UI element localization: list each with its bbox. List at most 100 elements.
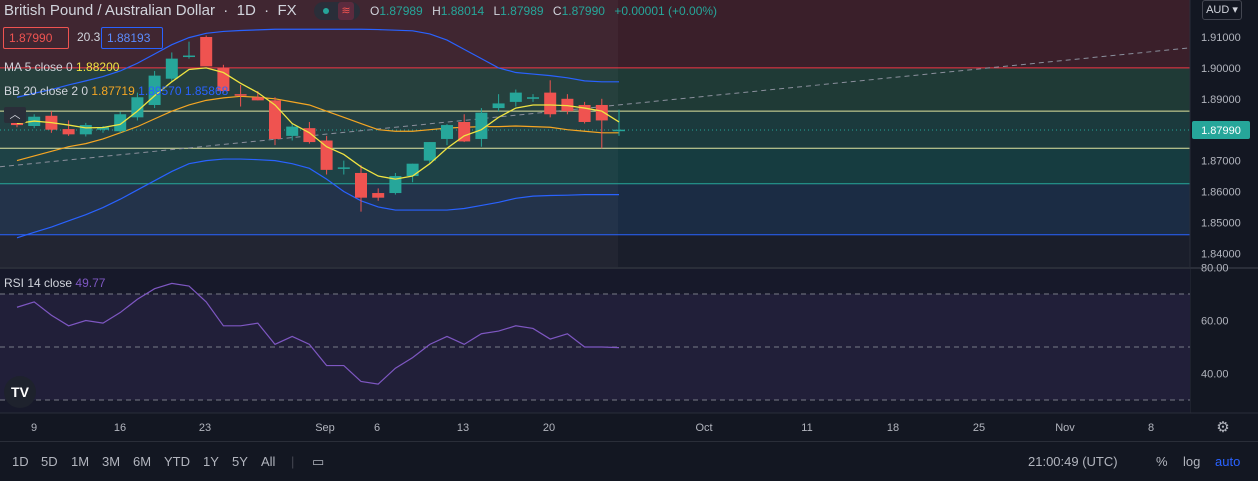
bb-basis-line[interactable] (16, 95, 619, 162)
price-axis[interactable] (1190, 0, 1258, 441)
market-open-icon (323, 8, 329, 14)
time-tick-label: 11 (801, 422, 812, 434)
price-tick-label: 1.86000 (1201, 187, 1241, 199)
timeframe-1m[interactable]: 1M (71, 454, 90, 469)
ohlc-open-key: O (370, 4, 380, 18)
candle-body[interactable] (97, 127, 109, 130)
time-axis[interactable] (0, 413, 1258, 441)
candle-body[interactable] (544, 92, 557, 115)
bb-basis-value: 1.87719 (91, 84, 135, 98)
candle-body[interactable] (183, 55, 195, 58)
timeframe-5d[interactable]: 5D (41, 454, 58, 469)
candle-body[interactable] (458, 121, 471, 142)
ma-name: MA 5 close 0 (4, 60, 73, 74)
price-tick-label: 1.91000 (1201, 32, 1241, 44)
candle-body[interactable] (114, 114, 127, 132)
candle-body[interactable] (389, 176, 402, 194)
last-price-badge (1192, 121, 1250, 140)
zone-below (0, 234, 1190, 268)
candle-body[interactable] (269, 100, 281, 139)
timeframe-1d[interactable]: 1D (12, 454, 29, 469)
candle-body[interactable] (320, 140, 333, 170)
time-tick-label: Nov (1055, 422, 1075, 434)
timeframe-1y[interactable]: 1Y (203, 454, 219, 469)
price-tick-label: 1.84000 (1201, 248, 1241, 260)
timeframe-6m[interactable]: 6M (133, 454, 152, 469)
time-tick-label: 6 (374, 422, 380, 434)
candle-body[interactable] (475, 112, 488, 139)
sell-button[interactable]: 1.87990 (3, 27, 69, 49)
chart-canvas[interactable]: 1.910001.900001.890001.880001.870001.860… (0, 0, 1258, 441)
ohlc-high: 1.88014 (440, 4, 485, 18)
ohlc-low: 1.87989 (500, 4, 544, 18)
bb-upper-line[interactable] (16, 28, 619, 98)
candle-body[interactable] (79, 125, 92, 135)
toolbar-divider: | (291, 454, 295, 469)
collapse-legend-button[interactable]: ︿ (4, 107, 26, 123)
timeframe-all[interactable]: All (261, 454, 276, 469)
candle-body[interactable] (165, 58, 178, 79)
rsi-line[interactable] (16, 282, 620, 385)
timeframe-5y[interactable]: 5Y (232, 454, 248, 469)
last-price-label: 1.87990 (1201, 125, 1241, 137)
candle-body[interactable] (372, 193, 385, 198)
symbol-title[interactable]: British Pound / Australian Dollar (4, 2, 215, 19)
candle-body[interactable] (492, 103, 505, 109)
ma5-line[interactable] (16, 67, 620, 180)
trend-line[interactable] (0, 47, 1191, 168)
rsi-legend[interactable]: RSI 14 close 49.77 (4, 276, 105, 290)
percent-toggle[interactable]: % (1156, 454, 1168, 469)
ohlc-high-key: H (432, 4, 441, 18)
candle-body[interactable] (62, 129, 75, 135)
candle-body[interactable] (406, 163, 419, 177)
candle-body[interactable] (131, 97, 144, 118)
clock-time[interactable]: 21:00:49 (UTC) (1028, 454, 1118, 469)
bb-legend[interactable]: BB 20 close 2 0 1.87719 1.89570 1.85868 (4, 84, 228, 98)
price-tick-label: 1.85000 (1201, 217, 1241, 229)
rsi-tick-label: 60.00 (1201, 316, 1229, 328)
candle-body[interactable] (441, 125, 453, 139)
tradingview-logo-icon[interactable]: TV (4, 376, 36, 408)
zone-s1 (0, 148, 1190, 184)
candle-body[interactable] (509, 92, 522, 102)
buy-button[interactable]: 1.88193 (101, 27, 163, 49)
time-tick-label: 23 (199, 422, 211, 434)
bb-lower-line[interactable] (16, 158, 619, 239)
candle-body[interactable] (234, 94, 247, 96)
time-tick-label: 8 (1148, 422, 1154, 434)
currency-selector[interactable]: AUD ▾ (1202, 0, 1242, 20)
timeframe-3m[interactable]: 3M (102, 454, 121, 469)
timeframe-ytd[interactable]: YTD (164, 454, 190, 469)
ohlc-close: 1.87990 (561, 4, 605, 18)
ohlc-close-key: C (552, 4, 562, 18)
zone-s2 (0, 183, 1190, 235)
time-tick-label: Sep (315, 422, 335, 434)
candle-body[interactable] (337, 167, 350, 169)
candle-body[interactable] (286, 126, 299, 136)
time-tick-label: Oct (695, 422, 712, 434)
auto-toggle[interactable]: auto (1215, 454, 1241, 469)
candle-body[interactable] (423, 142, 436, 161)
ohlc-change: +0.00001 (+0.00%) (614, 4, 718, 18)
symbol-header[interactable]: British Pound / Australian Dollar · 1D ·… (4, 2, 297, 19)
candle-body[interactable] (595, 104, 608, 121)
time-tick-label: 25 (973, 422, 985, 434)
time-tick-label: 9 (31, 422, 37, 434)
zone-mid (0, 111, 1190, 149)
price-tick-label: 1.87000 (1201, 156, 1241, 168)
ma-value: 1.88200 (76, 60, 120, 74)
candle-body[interactable] (251, 97, 264, 101)
ma-legend[interactable]: MA 5 close 0 1.88200 (4, 60, 119, 74)
interval-label[interactable]: 1D (236, 2, 256, 19)
rsi-pane (0, 269, 1190, 413)
candle-body[interactable] (200, 37, 213, 67)
bottom-toolbar: 1D 5D 1M 3M 6M YTD 1Y 5Y All | ▭ 21:00:4… (0, 441, 1258, 481)
candle-body[interactable] (613, 129, 625, 132)
log-toggle[interactable]: log (1183, 454, 1201, 469)
bb-upper-value: 1.89570 (138, 84, 182, 98)
candle-body[interactable] (527, 97, 539, 99)
candle-body[interactable] (355, 172, 367, 198)
zone-above-resistance (0, 0, 1190, 68)
market-status-pill[interactable]: ≋ (314, 2, 360, 20)
date-range-icon[interactable]: ▭ (312, 454, 325, 469)
